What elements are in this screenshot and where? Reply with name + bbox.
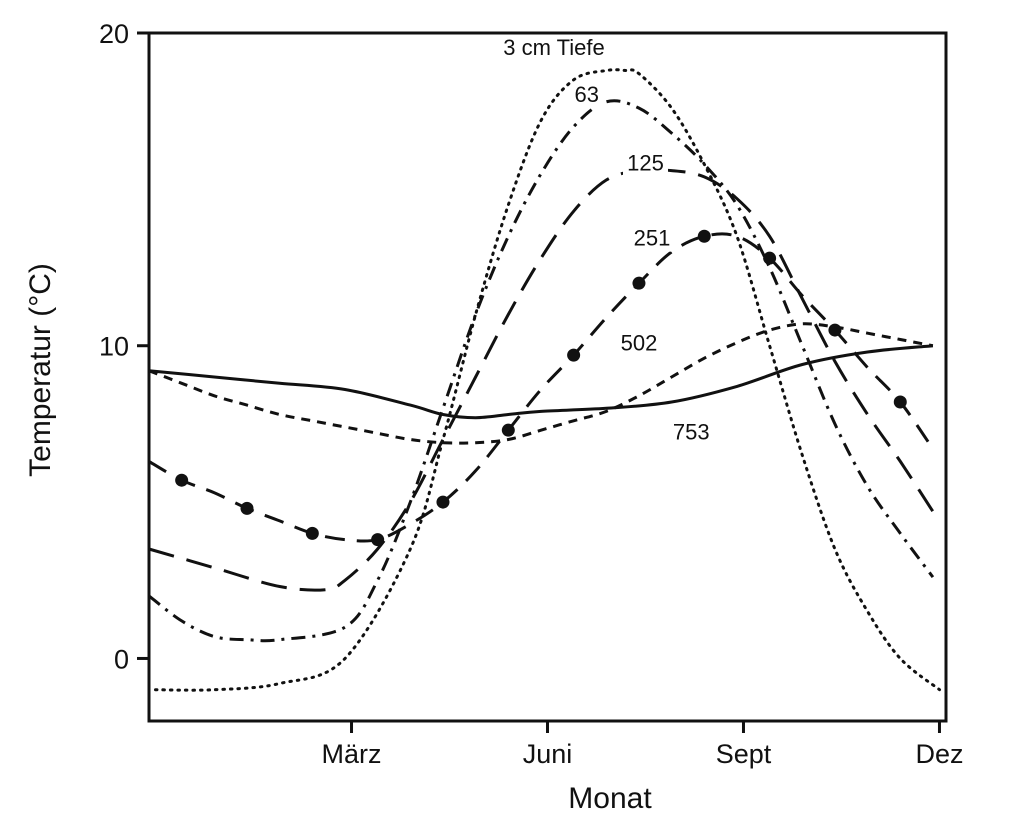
series-point-251-17 [697, 229, 711, 243]
series-label-125: 125 [627, 151, 664, 176]
y-tick-label-0: 0 [114, 644, 129, 674]
series-label-63: 63 [574, 82, 598, 107]
x-tick-label-sept: Sept [716, 739, 772, 769]
series-point-251-19 [763, 251, 777, 265]
series-line-251 [148, 232, 935, 543]
y-axis-ticks: 0 10 20 [99, 19, 149, 674]
series-labels: 3 cm Tiefe 63 125 251 502 753 [486, 34, 714, 446]
series-line-502 [148, 322, 934, 445]
series-label-3-cm-tiefe: 3 cm Tiefe [503, 35, 604, 60]
y-tick-label-10: 10 [99, 332, 129, 362]
series-label-bg-753 [668, 419, 714, 446]
y-tick-label-20: 20 [99, 19, 129, 49]
series-line-3-cm-tiefe [154, 68, 941, 692]
x-axis-ticks: März Juni Sept Dez [322, 721, 963, 769]
series-label-502: 502 [621, 330, 658, 355]
series-line-63 [148, 99, 935, 643]
y-axis-label: Temperatur (°C) [24, 263, 57, 477]
series-point-251-13 [567, 348, 581, 362]
series-label-753: 753 [673, 420, 710, 445]
series-point-251-15 [632, 276, 646, 290]
series-label-bg-125 [622, 150, 668, 177]
series-label-bg-3-cm-tiefe [486, 34, 623, 61]
series-label-251: 251 [634, 226, 671, 251]
series-label-bg-63 [570, 81, 603, 108]
series-label-bg-251 [629, 225, 675, 252]
series-point-251-1 [175, 473, 189, 487]
series-line-753 [148, 344, 934, 420]
series-point-251-23 [893, 395, 907, 409]
x-tick-label-dez: Dez [915, 739, 963, 769]
series-point-251-7 [371, 533, 385, 547]
series-line-125 [148, 168, 935, 592]
x-tick-label-juni: Juni [523, 739, 573, 769]
series-layer [148, 68, 941, 692]
series-point-251-11 [501, 423, 515, 437]
series-point-251-3 [240, 501, 254, 515]
series-point-251-5 [305, 526, 319, 540]
x-axis-label: Monat [568, 782, 652, 815]
series-label-bg-502 [616, 330, 662, 357]
series-point-251-9 [436, 495, 450, 509]
x-tick-label-m-rz: März [322, 739, 382, 769]
plot-frame [147, 31, 948, 723]
